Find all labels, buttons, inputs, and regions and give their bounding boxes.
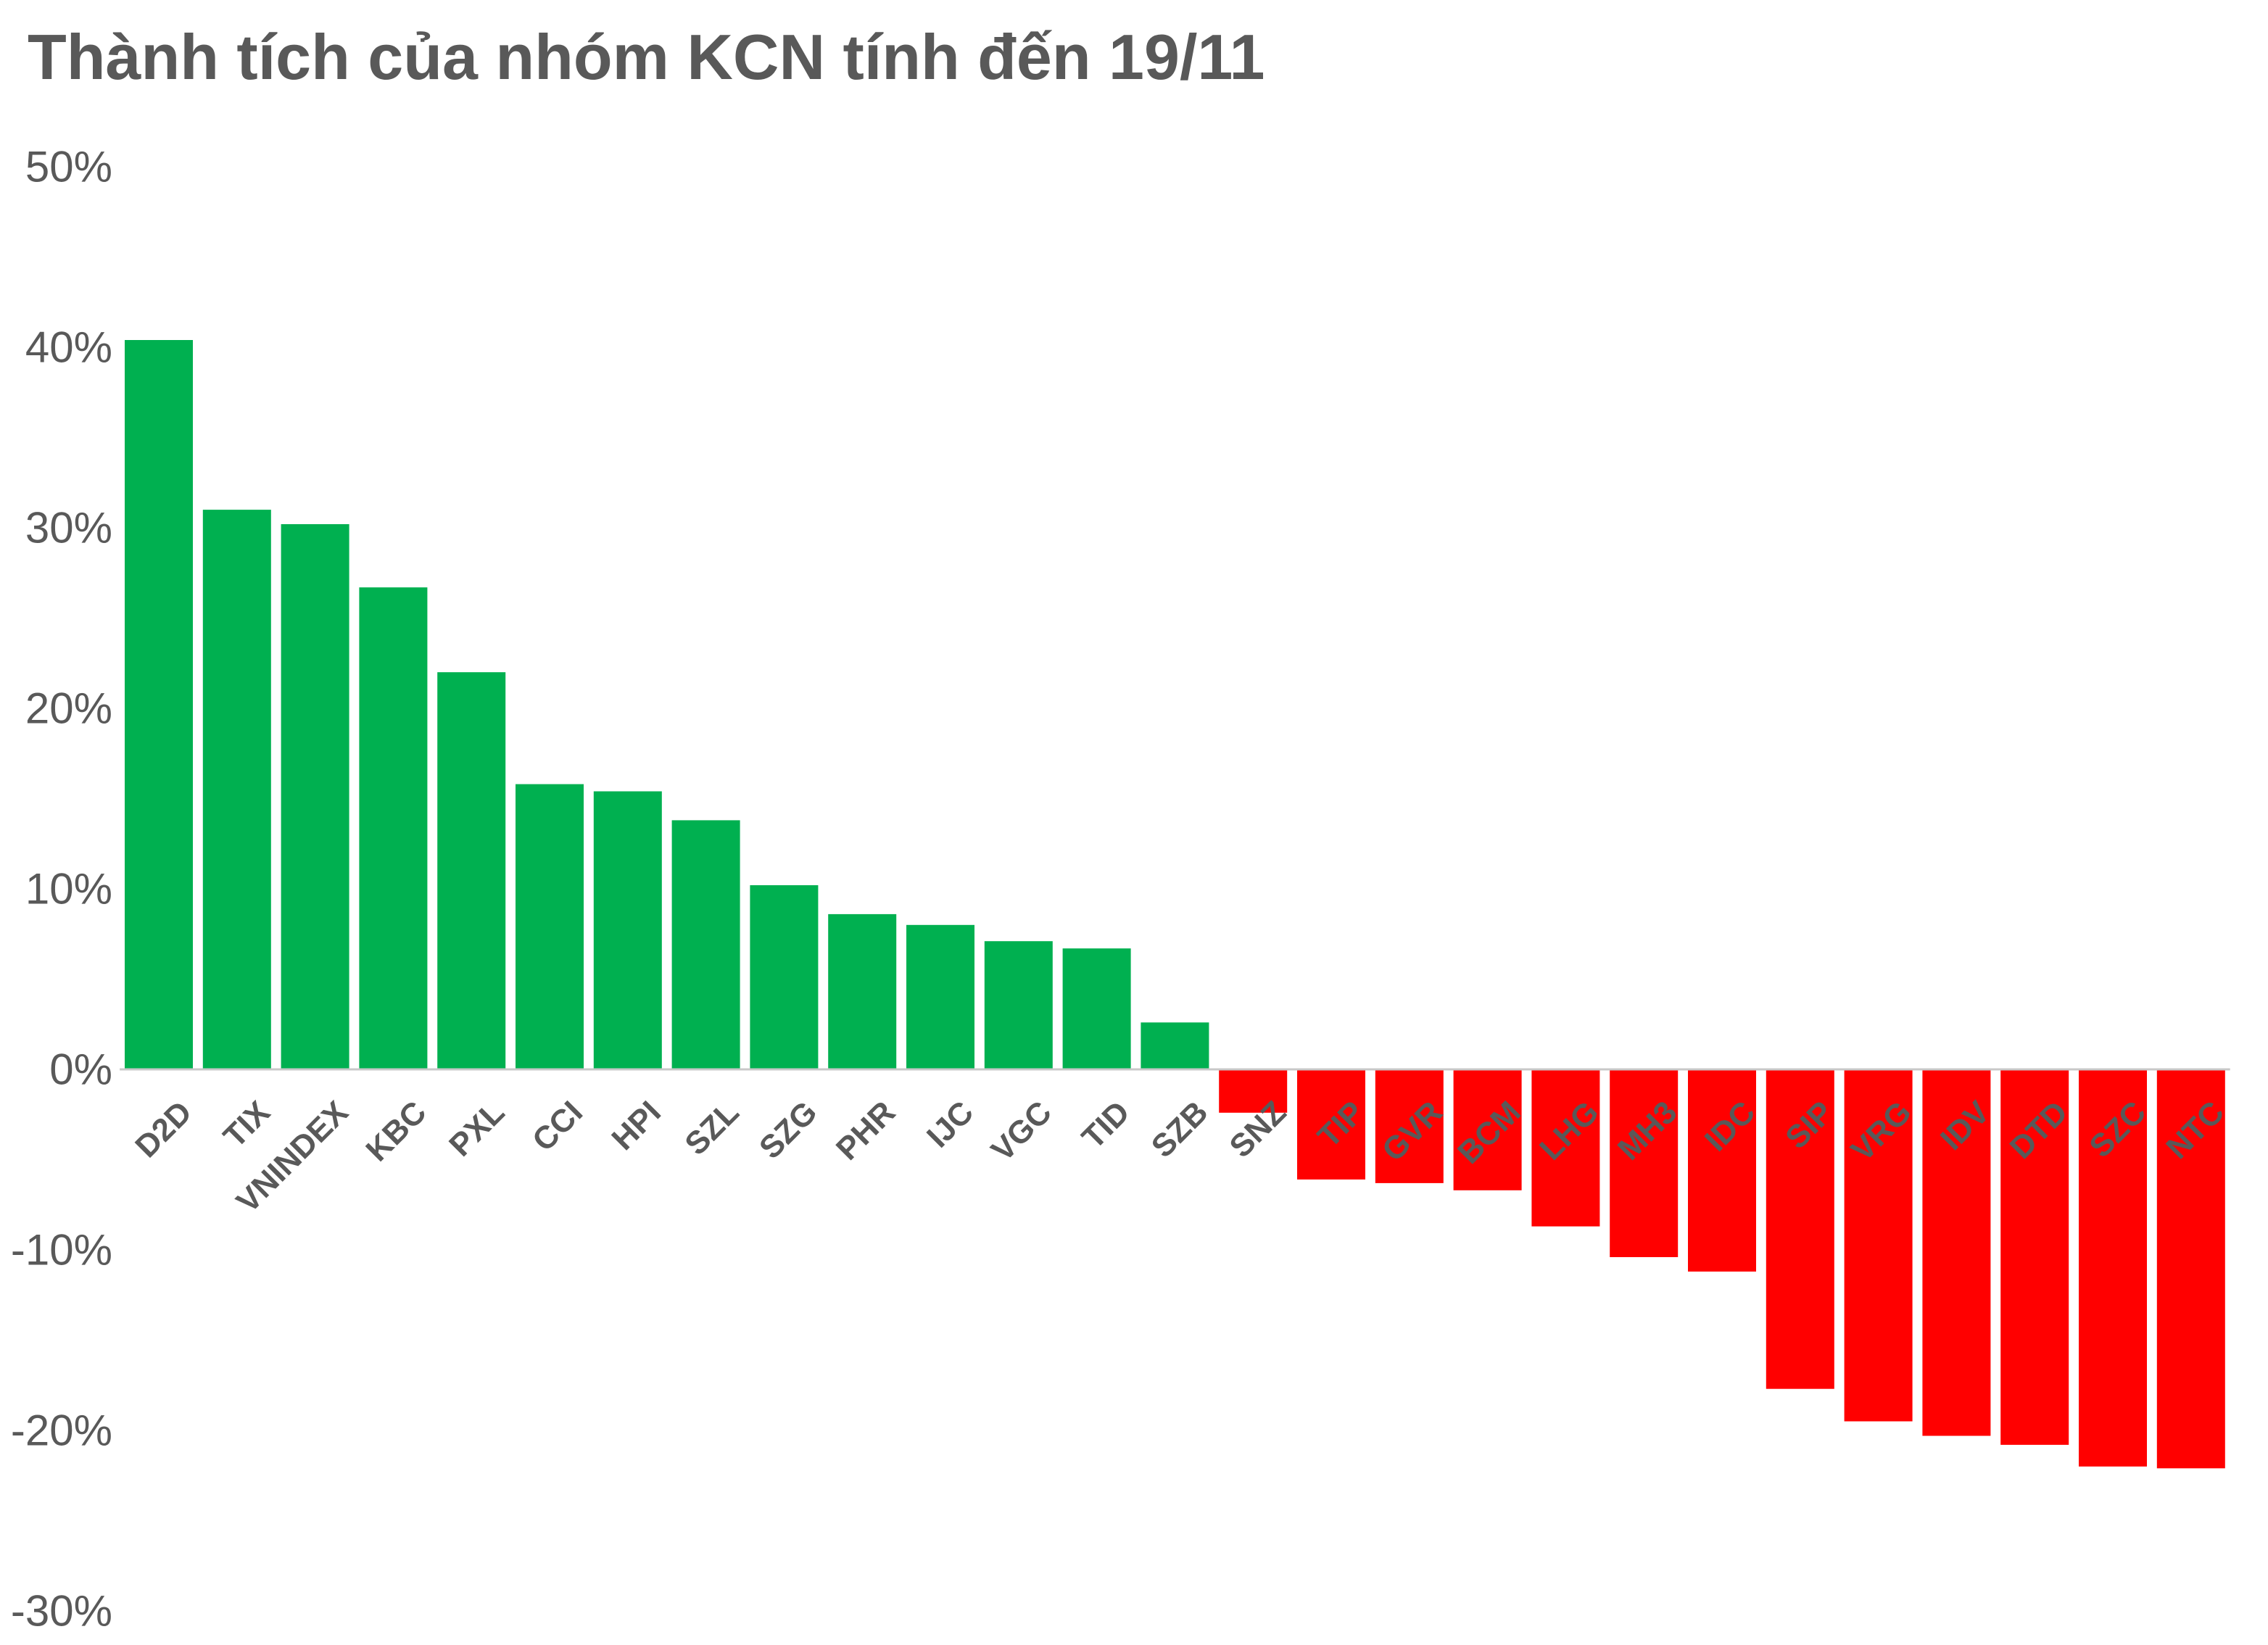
y-tick-label: 0%: [49, 1045, 112, 1094]
bar-ntc: [2156, 1069, 2225, 1469]
bar-idv: [1922, 1069, 1991, 1436]
bar-mh3: [1610, 1069, 1679, 1257]
category-label-vgc: VGC: [985, 1094, 1059, 1168]
bar-tip: [1297, 1069, 1365, 1180]
bar-cci: [516, 784, 584, 1069]
bar-szc: [2079, 1069, 2147, 1467]
bar-tix: [202, 510, 271, 1069]
bar-kbc: [359, 587, 428, 1069]
y-tick-label: 30%: [25, 504, 112, 552]
bar-idc: [1688, 1069, 1756, 1272]
category-label-ijc: IJC: [920, 1094, 980, 1154]
bar-gvr: [1375, 1069, 1444, 1183]
bar-szl: [671, 820, 740, 1069]
bar-snz: [1219, 1069, 1288, 1113]
bar-bcm: [1453, 1069, 1522, 1190]
bar-szg: [750, 885, 819, 1069]
category-label-tix: TIX: [217, 1094, 277, 1154]
bar-tid: [1062, 948, 1131, 1069]
bars-group: [125, 340, 2225, 1469]
bar-hpi: [593, 791, 662, 1069]
y-tick-label: -10%: [11, 1226, 112, 1275]
category-label-szg: SZG: [753, 1094, 824, 1166]
category-label-d2d: D2D: [128, 1094, 199, 1164]
category-label-szl: SZL: [678, 1094, 745, 1161]
y-axis: 50% 40% 30% 20% 10% 0% -10% -20% -30%: [11, 143, 112, 1636]
bar-szb: [1141, 1022, 1209, 1069]
category-label-cci: CCI: [526, 1094, 589, 1158]
bar-d2d: [125, 340, 193, 1069]
y-tick-label: -20%: [11, 1406, 112, 1455]
bar-lhg: [1531, 1069, 1600, 1227]
category-label-pxl: PXL: [442, 1094, 511, 1163]
bar-phr: [828, 913, 897, 1069]
bar-vrg: [1844, 1069, 1913, 1422]
category-label-phr: PHR: [829, 1094, 902, 1167]
y-tick-label: -30%: [11, 1587, 112, 1636]
chart-title: Thành tích của nhóm KCN tính đến 19/11: [28, 21, 1265, 93]
category-label-hpi: HPI: [605, 1094, 668, 1157]
bar-ijc: [906, 924, 974, 1069]
y-tick-label: 50%: [25, 143, 112, 191]
bar-dtd: [2000, 1069, 2069, 1445]
category-label-kbc: KBC: [359, 1094, 433, 1168]
bar-sip: [1766, 1069, 1834, 1389]
category-label-tid: TID: [1075, 1094, 1137, 1156]
y-tick-label: 40%: [25, 323, 112, 372]
y-tick-label: 20%: [25, 684, 112, 733]
category-label-szb: SZB: [1145, 1094, 1215, 1164]
bar-vgc: [984, 941, 1053, 1069]
y-tick-label: 10%: [25, 865, 112, 913]
bar-pxl: [437, 672, 506, 1069]
bar-vnindex: [281, 524, 349, 1069]
